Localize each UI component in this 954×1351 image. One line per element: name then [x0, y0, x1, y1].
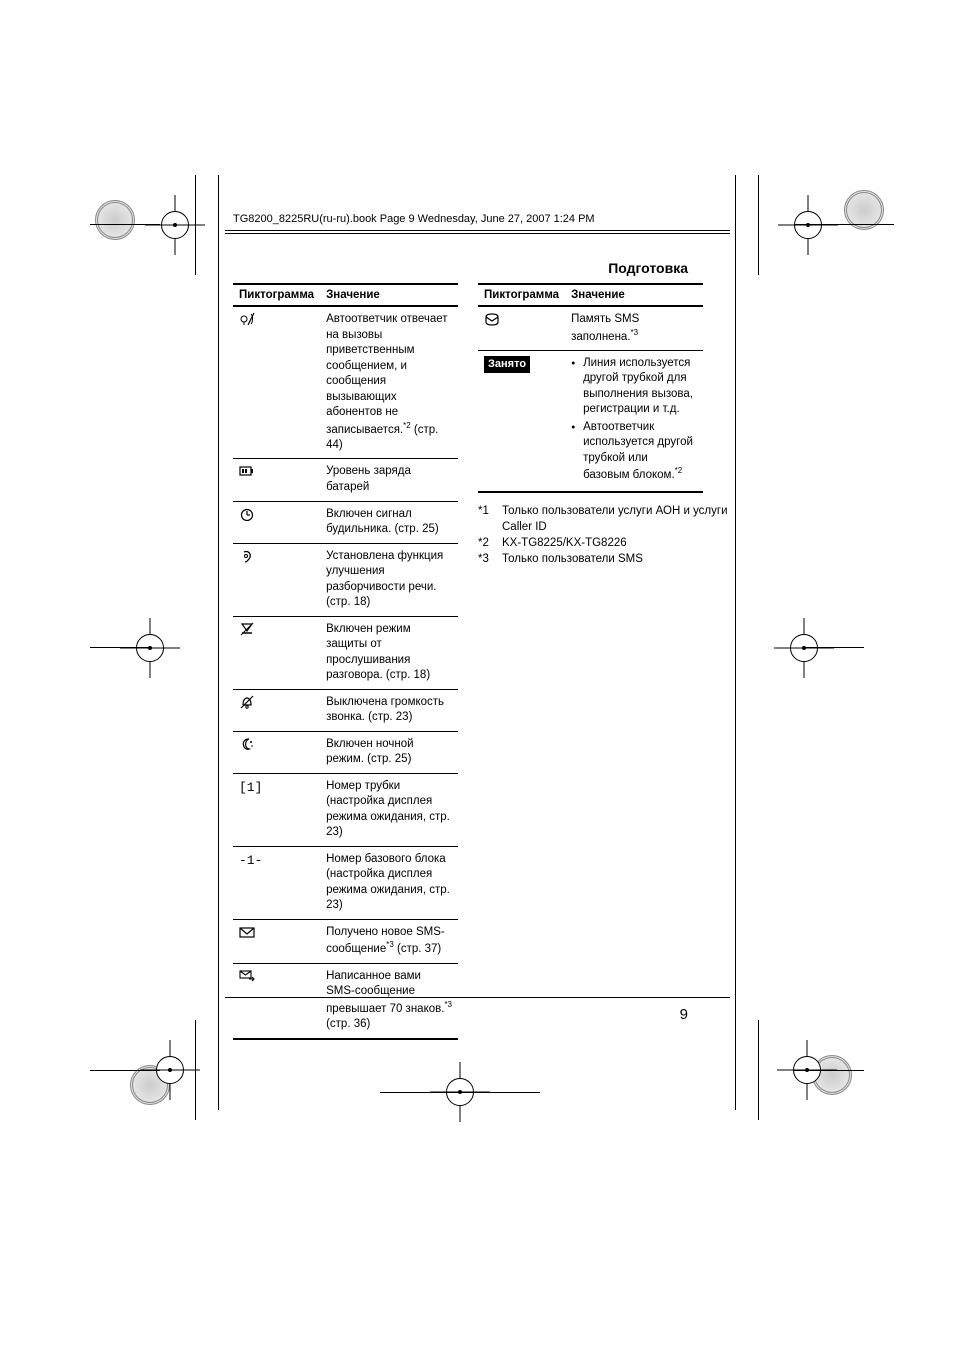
rule — [225, 233, 730, 234]
battery-icon — [239, 464, 255, 478]
th-icon: Пиктограмма — [478, 284, 565, 306]
table-row: Включен режим защиты от прослушивания ра… — [233, 616, 458, 689]
env-arrow-icon — [239, 969, 255, 983]
footnote-row: *3 Только пользователи SMS — [478, 551, 730, 567]
nolisten-icon — [239, 622, 255, 636]
envelope-icon — [239, 925, 255, 939]
meaning-cell: Написанное вами SMS-сообщение превышает … — [320, 963, 458, 1038]
list-item: Линия используется другой трубкой для вы… — [571, 356, 697, 418]
table-row: [1] Номер трубки (настройка дисплея режим… — [233, 773, 458, 846]
icon-cell: Занято — [478, 350, 565, 491]
th-meaning: Значение — [565, 284, 703, 306]
frame-line — [90, 224, 160, 225]
icon-cell — [233, 689, 320, 731]
icon-table-left: Пиктограмма Значение Автоответчик отвеча… — [233, 283, 458, 1040]
env-round-icon — [484, 312, 500, 326]
frame-line — [195, 1020, 196, 1120]
table-row: Включен сигнал будильника. (стр. 25) — [233, 501, 458, 543]
mic-slash-icon — [239, 312, 255, 326]
crosshair-tl — [145, 195, 205, 255]
frame-line — [195, 175, 196, 275]
moon-icon — [239, 737, 255, 751]
icon-cell — [233, 731, 320, 773]
icon-cell — [233, 501, 320, 543]
icon-cell — [233, 919, 320, 963]
crosshair-ml — [120, 618, 180, 678]
rule — [225, 230, 730, 231]
table-row: Выключена громкость звонка. (стр. 23) — [233, 689, 458, 731]
table-row: Память SMS заполнена.*3 — [478, 306, 703, 350]
table-row: Занято Линия используется другой трубкой … — [478, 350, 703, 491]
list-item: Автоответчик используется другой трубкой… — [571, 420, 697, 484]
meaning-cell: Включен сигнал будильника. (стр. 25) — [320, 501, 458, 543]
frame-line — [90, 1070, 160, 1071]
table-row: Написанное вами SMS-сообщение превышает … — [233, 963, 458, 1038]
section-title: Подготовка — [608, 260, 688, 276]
meaning-cell: Память SMS заполнена.*3 — [565, 306, 703, 350]
meaning-cell: Получено новое SMS-сообщение*3 (стр. 37) — [320, 919, 458, 963]
footnote-text: Только пользователи SMS — [502, 551, 643, 567]
meaning-cell: Уровень заряда батарей — [320, 459, 458, 501]
busy-badge: Занято — [484, 356, 530, 373]
content-columns: Пиктограмма Значение Автоответчик отвеча… — [233, 283, 730, 1040]
table-row: Установлена функция улучшения разборчиво… — [233, 543, 458, 616]
alarm-icon — [239, 507, 255, 521]
th-icon: Пиктограмма — [233, 284, 320, 306]
table-row: Уровень заряда батарей — [233, 459, 458, 501]
right-column: Пиктограмма Значение Память SMS заполнен… — [478, 283, 730, 1040]
text-icon: [1] — [239, 780, 262, 795]
pdf-header-text: TG8200_8225RU(ru-ru).book Page 9 Wednesd… — [233, 213, 595, 225]
table-row: Автоответчик отвечает на вызовы приветст… — [233, 306, 458, 459]
meaning-cell: Номер базового блока (настройка дисплея … — [320, 846, 458, 919]
footnote-num: *3 — [478, 551, 496, 567]
table-row: Получено новое SMS-сообщение*3 (стр. 37) — [233, 919, 458, 963]
page-number: 9 — [680, 1006, 688, 1023]
icon-cell — [233, 459, 320, 501]
icon-cell — [233, 306, 320, 459]
icon-table-right: Пиктограмма Значение Память SMS заполнен… — [478, 283, 703, 493]
frame-line — [90, 647, 152, 648]
table-row: -1- Номер базового блока (настройка диспл… — [233, 846, 458, 919]
footnote-row: *1Только пользователи услуги АОН и услуг… — [478, 503, 730, 535]
icon-cell — [478, 306, 565, 350]
icon-cell — [233, 616, 320, 689]
footnotes: *1Только пользователи услуги АОН и услуг… — [478, 503, 730, 567]
meaning-cell: Автоответчик отвечает на вызовы приветст… — [320, 306, 458, 459]
frame-line — [735, 175, 736, 1110]
meaning-cell: Включен ночной режим. (стр. 25) — [320, 731, 458, 773]
meaning-cell: Линия используется другой трубкой для вы… — [565, 350, 703, 491]
icon-cell: -1- — [233, 846, 320, 919]
meaning-cell: Выключена громкость звонка. (стр. 23) — [320, 689, 458, 731]
meaning-cell: Включен режим защиты от прослушивания ра… — [320, 616, 458, 689]
bell-off-icon — [239, 695, 255, 709]
frame-line — [794, 224, 894, 225]
th-meaning: Значение — [320, 284, 458, 306]
footnote-num: *2 — [478, 535, 496, 551]
ear-icon — [239, 549, 255, 563]
frame-line — [794, 1070, 864, 1071]
frame-line — [758, 175, 759, 275]
icon-cell — [233, 963, 320, 1038]
frame-line — [802, 647, 864, 648]
crosshair-mr — [774, 618, 834, 678]
icon-cell: [1] — [233, 773, 320, 846]
meaning-cell: Номер трубки (настройка дисплея режима о… — [320, 773, 458, 846]
frame-line — [218, 175, 219, 1110]
page-content: TG8200_8225RU(ru-ru).book Page 9 Wednesd… — [225, 178, 730, 1128]
footnote-text: KX-TG8225/KX-TG8226 — [502, 535, 627, 551]
left-column: Пиктограмма Значение Автоответчик отвеча… — [233, 283, 458, 1040]
crosshair-tr — [778, 195, 838, 255]
bullet-list: Линия используется другой трубкой для вы… — [571, 356, 697, 484]
footnote-text: Только пользователи услуги АОН и услуги … — [502, 503, 730, 535]
frame-line — [758, 1020, 759, 1120]
footnote-num: *1 — [478, 503, 496, 535]
table-row: Включен ночной режим. (стр. 25) — [233, 731, 458, 773]
rule — [225, 997, 730, 998]
icon-cell — [233, 543, 320, 616]
footnote-row: *2 KX-TG8225/KX-TG8226 — [478, 535, 730, 551]
meaning-cell: Установлена функция улучшения разборчиво… — [320, 543, 458, 616]
compass-tl — [95, 200, 135, 240]
text-icon: -1- — [239, 853, 262, 868]
